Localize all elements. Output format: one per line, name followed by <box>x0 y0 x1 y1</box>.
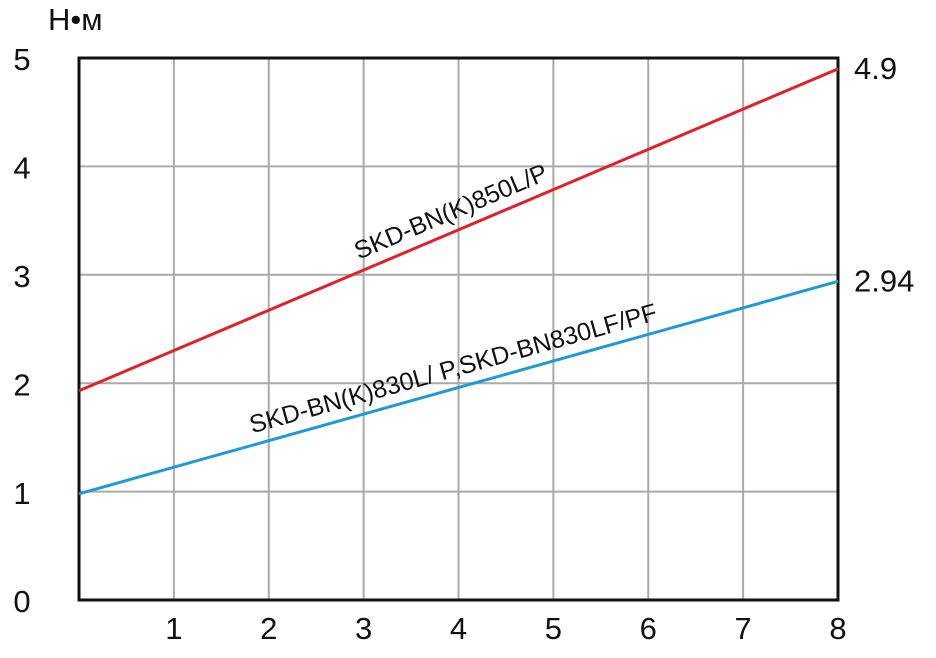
x-tick-label: 8 <box>829 611 846 646</box>
y-tick-label: 1 <box>13 476 30 511</box>
series-line <box>78 67 839 393</box>
x-tick-label: 3 <box>355 611 372 646</box>
series-line <box>78 279 839 496</box>
x-tick-label: 5 <box>545 611 562 646</box>
x-tick-label: 7 <box>735 611 752 646</box>
y-tick-label: 0 <box>13 584 30 619</box>
x-tick-label: 1 <box>165 611 182 646</box>
end-value-label: 2.94 <box>854 263 914 298</box>
y-tick-label: 4 <box>13 151 30 186</box>
y-tick-label: 5 <box>13 42 30 77</box>
y-tick-label: 3 <box>13 259 30 294</box>
y-tick-label: 2 <box>13 367 30 402</box>
series-label: SKD-BN(K)850L/P <box>350 159 552 266</box>
series-label: SKD-BN(K)830L/ P,SKD-BN830LF/PF <box>246 299 660 440</box>
x-tick-label: 2 <box>260 611 277 646</box>
plot-frame <box>77 56 840 602</box>
y-axis-label: Н•м <box>48 2 103 37</box>
x-tick-label: 4 <box>450 611 467 646</box>
x-tick-label: 6 <box>640 611 657 646</box>
end-value-label: 4.9 <box>854 51 897 86</box>
